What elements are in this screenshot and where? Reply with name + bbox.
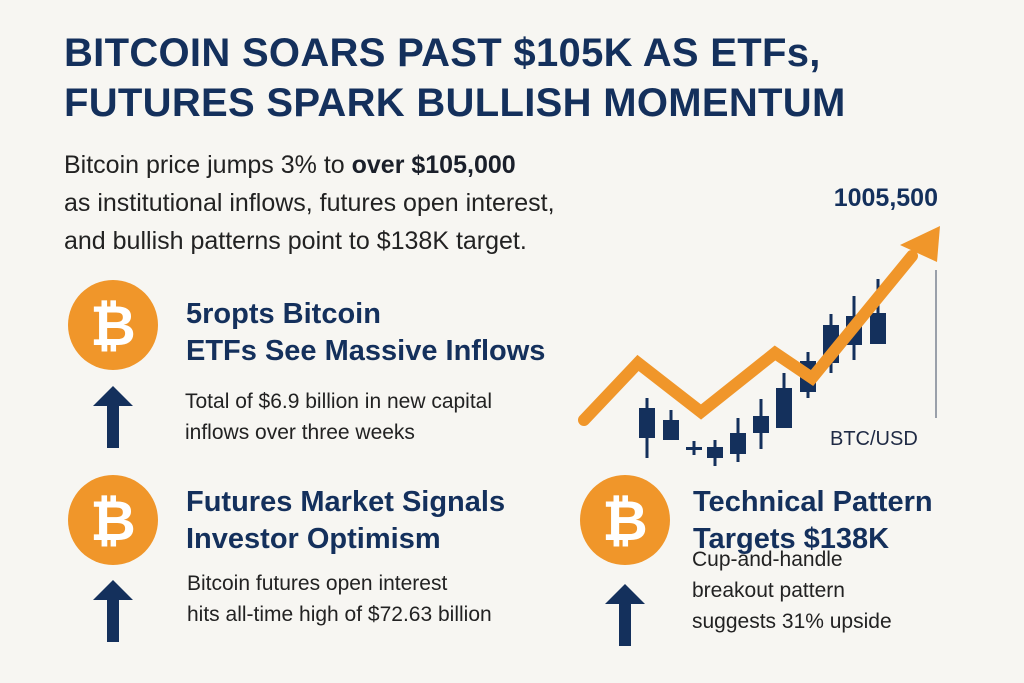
card-body-technical: Cup-and-handle breakout pattern suggests… bbox=[692, 544, 892, 637]
candlestick bbox=[730, 418, 746, 462]
card-body-line: breakout pattern bbox=[692, 579, 845, 602]
card-body-line: Cup-and-handle bbox=[692, 548, 843, 571]
trend-arrow-line bbox=[578, 250, 918, 426]
up-arrow-icon bbox=[93, 580, 133, 642]
trend-arrow-head bbox=[900, 226, 940, 262]
card-title-futures: Futures Market Signals Investor Optimism bbox=[186, 484, 505, 558]
candlestick bbox=[753, 399, 769, 449]
headline-line-2: FUTURES SPARK BULLISH MOMENTUM bbox=[64, 81, 846, 125]
subtitle-line-2: as institutional inflows, futures open i… bbox=[64, 189, 555, 217]
subtitle-line-3: and bullish patterns point to $138K targ… bbox=[64, 227, 527, 255]
candle-body bbox=[639, 408, 655, 438]
candle-body bbox=[730, 433, 746, 454]
headline: BITCOIN SOARS PAST $105K AS ETFs, FUTURE… bbox=[64, 28, 846, 128]
pair-label: BTC/USD bbox=[830, 428, 918, 450]
card-title-line: Investor Optimism bbox=[186, 523, 441, 555]
card-title-line: 5ropts Bitcoin bbox=[186, 298, 381, 330]
candle-body bbox=[707, 447, 723, 458]
card-body-futures: Bitcoin futures open interest hits all-t… bbox=[187, 568, 492, 630]
up-arrow-icon bbox=[93, 386, 133, 448]
card-title-line: Targets $138K bbox=[693, 523, 890, 555]
bitcoin-icon: ₿ bbox=[68, 475, 158, 565]
bitcoin-icon: ₿ bbox=[580, 475, 670, 565]
candle-body bbox=[776, 388, 792, 428]
candlestick bbox=[707, 440, 723, 466]
candlestick bbox=[686, 441, 702, 455]
candle-body bbox=[753, 416, 769, 433]
up-arrow-icon bbox=[605, 584, 645, 646]
card-body-line: Bitcoin futures open interest bbox=[187, 572, 448, 595]
subtitle-price: over $105,000 bbox=[351, 151, 516, 179]
subtitle: Bitcoin price jumps 3% to over $105,000 … bbox=[64, 146, 555, 260]
card-body-line: inflows over three weeks bbox=[185, 421, 415, 444]
candlestick bbox=[663, 410, 679, 440]
candle-body bbox=[870, 313, 886, 344]
price-label: 1005,500 bbox=[833, 184, 938, 212]
card-body-line: suggests 31% upside bbox=[692, 610, 892, 633]
subtitle-prefix: Bitcoin price jumps 3% to bbox=[64, 151, 352, 179]
candlestick bbox=[776, 373, 792, 428]
card-body-line: hits all-time high of $72.63 billion bbox=[187, 603, 492, 626]
card-title-technical: Technical Pattern Targets $138K bbox=[693, 484, 933, 558]
card-body-etf: Total of $6.9 billion in new capital inf… bbox=[185, 386, 492, 448]
card-title-line: Technical Pattern bbox=[693, 486, 933, 518]
card-body-line: Total of $6.9 billion in new capital bbox=[185, 390, 493, 413]
card-title-line: Futures Market Signals bbox=[186, 486, 506, 518]
card-title-etf: 5ropts Bitcoin ETFs See Massive Inflows bbox=[186, 296, 545, 370]
candle-body bbox=[663, 420, 679, 440]
bitcoin-icon: ₿ bbox=[68, 280, 158, 370]
candlestick bbox=[639, 398, 655, 458]
candle-body bbox=[686, 447, 702, 450]
headline-line-1: BITCOIN SOARS PAST $105K AS ETFs, bbox=[64, 31, 821, 75]
card-title-line: ETFs See Massive Inflows bbox=[186, 335, 546, 367]
